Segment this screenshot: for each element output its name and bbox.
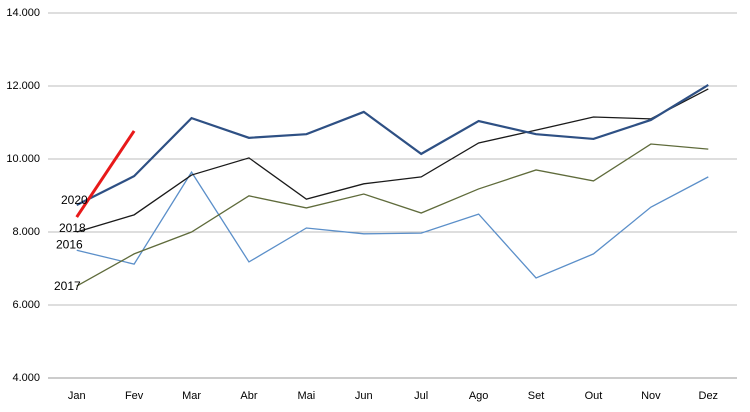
y-tick-label: 12.000 — [6, 80, 40, 92]
x-tick-label: Jan — [68, 390, 86, 402]
series-line — [76, 88, 709, 233]
x-tick-label: Fev — [125, 390, 144, 402]
y-tick-label: 8.000 — [12, 226, 40, 238]
x-tick-label: Nov — [641, 390, 661, 402]
series-label: 2020 — [61, 193, 88, 207]
y-tick-label: 10.000 — [6, 153, 40, 165]
x-tick-label: Out — [585, 390, 603, 402]
series-line — [76, 143, 709, 287]
x-tick-label: Mai — [298, 390, 316, 402]
y-tick-label: 6.000 — [12, 299, 40, 311]
x-tick-label: Dez — [699, 390, 719, 402]
y-tick-label: 4.000 — [12, 372, 40, 384]
x-tick-label: Mar — [182, 390, 201, 402]
x-tick-label: Ago — [469, 390, 489, 402]
series-line — [75, 130, 136, 218]
x-tick-label: Jul — [414, 390, 428, 402]
y-tick-label: 14.000 — [6, 7, 40, 19]
series-label: 2017 — [54, 279, 81, 293]
x-tick-label: Abr — [240, 390, 257, 402]
series-line — [76, 83, 709, 206]
series-label: 2016 — [56, 237, 83, 251]
x-tick-label: Set — [528, 390, 545, 402]
series-line — [76, 170, 709, 279]
series-label: 2018 — [59, 221, 86, 235]
x-tick-label: Jun — [355, 390, 373, 402]
